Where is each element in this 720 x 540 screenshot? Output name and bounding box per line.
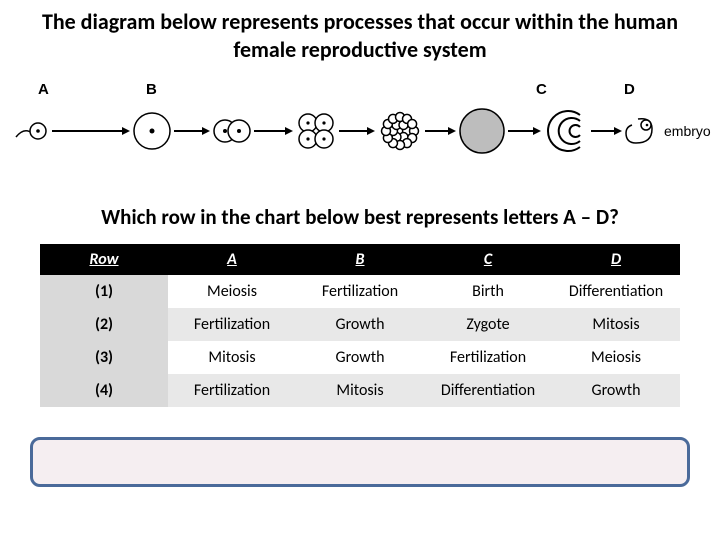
col-a: A — [168, 244, 296, 275]
table-row: (3) Mitosis Growth Fertilization Meiosis — [40, 341, 680, 374]
row-label: (2) — [40, 308, 168, 341]
cell: Birth — [424, 275, 552, 308]
cell: Differentiation — [424, 374, 552, 407]
page-title: The diagram below represents processes t… — [10, 8, 710, 63]
question-text: Which row in the chart below best repres… — [10, 204, 710, 230]
cell: Growth — [296, 308, 424, 341]
stage-label-a: A — [38, 81, 49, 98]
title-line1: The diagram below represents processes t… — [42, 8, 678, 35]
col-d: D — [552, 244, 680, 275]
answer-table-wrap: Row A B C D (1) Meiosis Fertilization Bi… — [10, 244, 710, 407]
cell: Fertilization — [424, 341, 552, 374]
row-label: (3) — [40, 341, 168, 374]
cell: Meiosis — [552, 341, 680, 374]
answer-table: Row A B C D (1) Meiosis Fertilization Bi… — [40, 244, 680, 407]
cell: Fertilization — [168, 374, 296, 407]
row-label: (1) — [40, 275, 168, 308]
table-row: (2) Fertilization Growth Zygote Mitosis — [40, 308, 680, 341]
cell: Zygote — [424, 308, 552, 341]
table-row: (4) Fertilization Mitosis Differentiatio… — [40, 374, 680, 407]
title-line2: female reproductive system — [233, 36, 486, 63]
stage-label-embryo: embryo — [664, 123, 711, 139]
table-header-row: Row A B C D — [40, 244, 680, 275]
table-row: (1) Meiosis Fertilization Birth Differen… — [40, 275, 680, 308]
col-c: C — [424, 244, 552, 275]
stage-label-b: B — [146, 81, 157, 98]
cell: Fertilization — [296, 275, 424, 308]
cell: Mitosis — [168, 341, 296, 374]
cell: Growth — [552, 374, 680, 407]
cell: Mitosis — [296, 374, 424, 407]
col-b: B — [296, 244, 424, 275]
cell: Growth — [296, 341, 424, 374]
cell: Differentiation — [552, 275, 680, 308]
cell: Meiosis — [168, 275, 296, 308]
process-diagram: A B C D embryo — [10, 81, 710, 176]
stage-label-d: D — [624, 81, 635, 98]
cell: Mitosis — [552, 308, 680, 341]
diagram-svg — [10, 81, 710, 176]
col-row: Row — [40, 244, 168, 275]
answer-highlight — [30, 437, 690, 487]
row-label: (4) — [40, 374, 168, 407]
stage-label-c: C — [536, 81, 547, 98]
cell: Fertilization — [168, 308, 296, 341]
